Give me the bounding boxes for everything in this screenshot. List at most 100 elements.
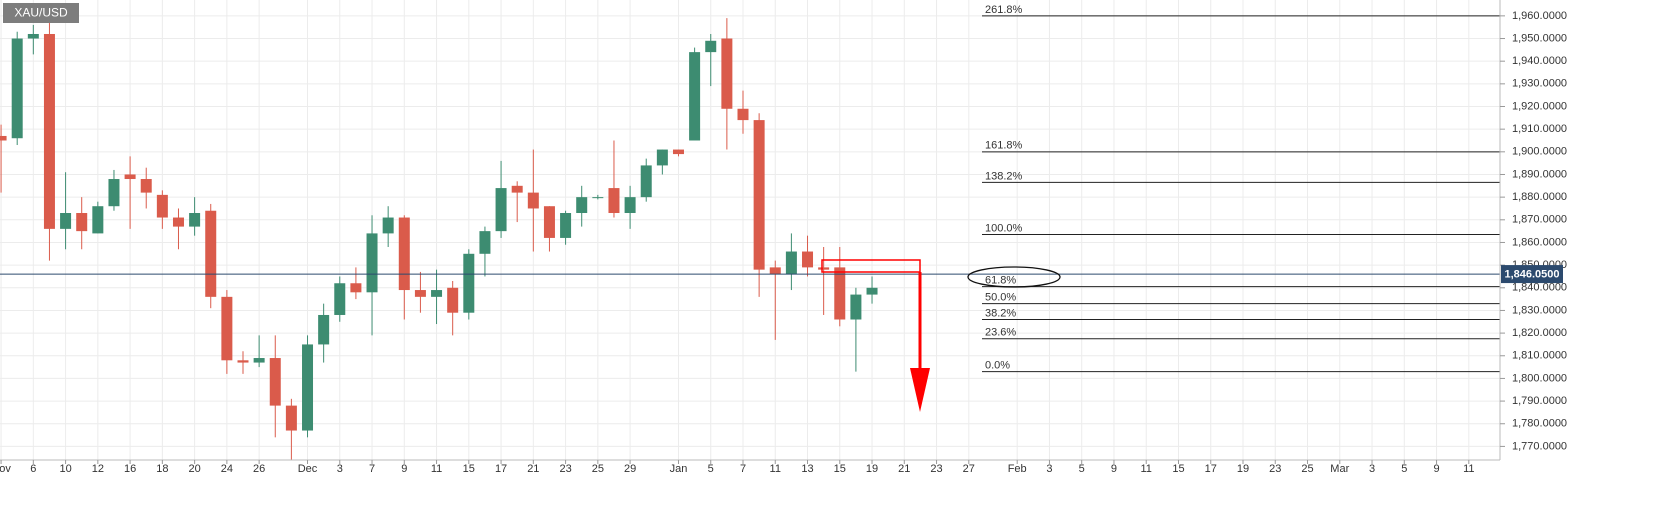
y-tick-label: 1,900.0000 [1512,146,1567,158]
candle-body [60,213,72,229]
plot-area [0,4,1500,460]
chart-title: XAU/USD [14,6,68,20]
y-tick-label: 1,840.0000 [1512,282,1567,294]
fib-label: 100.0% [985,222,1023,234]
x-tick-label: 26 [253,463,265,475]
x-tick-label: 3 [337,463,343,475]
candle-body [511,185,523,193]
x-tick-label: 9 [1433,463,1439,475]
x-tick-label: 19 [866,463,878,475]
candle-body [576,197,588,214]
x-tick-label: 21 [527,463,539,475]
candle-body [463,253,475,313]
highlight-box [821,259,921,273]
x-tick-label: 17 [495,463,507,475]
candle-body [11,38,23,139]
fib-label: 50.0% [985,292,1016,304]
candle-body [253,358,265,363]
x-tick-label: 9 [1111,463,1117,475]
candle-body [866,287,878,295]
candle-body [124,174,136,180]
candle-body [608,188,620,214]
y-tick-label: 1,930.0000 [1512,78,1567,90]
y-tick-label: 1,830.0000 [1512,304,1567,316]
x-tick-label: 19 [1237,463,1249,475]
fib-label: 0.0% [985,360,1010,372]
fib-label: 138.2% [985,170,1023,182]
y-tick-label: 1,780.0000 [1512,418,1567,430]
candle-body [431,290,443,297]
candle-body [0,135,7,141]
candle-body [334,283,346,315]
x-tick-label: 11 [431,463,442,475]
fib-label: 61.8% [985,275,1016,287]
candle-body [834,267,846,320]
candle-body [382,217,394,234]
x-tick-label: 5 [708,463,714,475]
x-tick-label: 23 [1269,463,1281,475]
y-tick-label: 1,770.0000 [1512,440,1567,452]
x-tick-label: 21 [898,463,910,475]
candle-body [108,179,120,207]
y-tick-label: 1,790.0000 [1512,395,1567,407]
candle-body [189,213,201,227]
x-tick-label: 11 [1463,463,1474,475]
x-tick-label: 10 [59,463,71,475]
candle-body [560,213,572,238]
y-tick-label: 1,880.0000 [1512,191,1567,203]
candle-body [479,231,491,254]
x-tick-label: 24 [221,463,233,475]
x-tick-label: 27 [963,463,975,475]
x-tick-label: 20 [188,463,200,475]
highlight-ellipse [967,266,1061,288]
x-tick-label: 25 [592,463,604,475]
x-tick-label: 9 [401,463,407,475]
candle-body [527,192,539,209]
arrow-head [910,368,930,412]
fib-label: 38.2% [985,307,1016,319]
candle-body [624,197,636,214]
x-tick-label: 7 [740,463,746,475]
candle-body [269,358,281,406]
candle-body [237,360,249,363]
x-tick-label: 29 [624,463,636,475]
y-tick-label: 1,820.0000 [1512,327,1567,339]
candle-body [285,405,297,431]
y-tick-label: 1,890.0000 [1512,168,1567,180]
candle-body [43,33,55,229]
x-tick-label: Nov [0,463,11,475]
last-price-label: 1,846.0500 [1504,268,1559,280]
x-tick-label: 25 [1301,463,1313,475]
candle-body [850,294,862,320]
candle-body [140,179,152,193]
candle-body [350,283,362,293]
candle-body [302,344,314,431]
x-tick-label: 13 [801,463,813,475]
candle-body [221,296,233,361]
x-tick-label: 11 [1141,463,1152,475]
candle-body [592,197,604,199]
x-tick-label: Jan [670,463,688,475]
title-box [3,3,79,23]
annotations [821,259,1061,412]
candle-body [640,165,652,198]
candle-body [76,213,88,232]
candle-body [753,120,765,270]
fib-label: 161.8% [985,140,1023,152]
candle-body [672,149,684,155]
x-tick-label: 15 [834,463,846,475]
candle-body [318,314,330,345]
y-tick-label: 1,910.0000 [1512,123,1567,135]
candle-body [785,251,797,275]
candle-body [543,206,555,238]
fib-label: 261.8% [985,4,1023,16]
x-tick-label: 3 [1369,463,1375,475]
x-tick-label: 3 [1046,463,1052,475]
y-tick-label: 1,920.0000 [1512,100,1567,112]
x-tick-label: 5 [1079,463,1085,475]
candle-body [205,210,217,297]
x-tick-label: 11 [770,463,781,475]
